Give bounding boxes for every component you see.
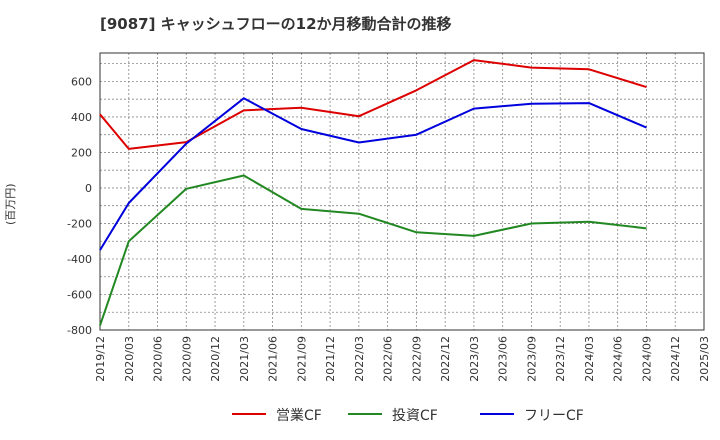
x-tick-label: 2020/12: [209, 336, 222, 382]
y-tick-label: -800: [67, 324, 92, 337]
series-line-1: [99, 59, 647, 150]
x-tick-label: 2024/12: [669, 336, 682, 382]
series-line-3: [99, 97, 647, 251]
y-tick-label: 0: [85, 182, 92, 195]
x-tick-label: 2022/12: [439, 336, 452, 382]
x-tick-label: 2024/03: [583, 336, 596, 382]
y-tick-label: -600: [67, 288, 92, 301]
x-tick-label: 2022/06: [382, 336, 395, 382]
x-tick-label: 2022/09: [410, 336, 423, 382]
x-tick-label: 2024/09: [640, 336, 653, 382]
y-tick-label: 200: [71, 146, 92, 159]
plot-area: [100, 53, 704, 330]
x-tick-label: 2019/12: [94, 336, 107, 382]
x-tick-label: 2025/03: [698, 336, 711, 382]
x-tick-label: 2023/09: [525, 336, 538, 382]
x-tick-label: 2022/03: [353, 336, 366, 382]
x-tick-label: 2021/03: [238, 336, 251, 382]
x-tick-label: 2020/03: [123, 336, 136, 382]
chart-title: [9087] キャッシュフローの12か月移動合計の推移: [100, 15, 452, 33]
x-tick-label: 2023/03: [468, 336, 481, 382]
x-tick-label: 2021/06: [267, 336, 280, 382]
x-tick-label: 2023/12: [554, 336, 567, 382]
series-line-2: [99, 174, 647, 326]
x-tick-label: 2020/06: [152, 336, 165, 382]
y-tick-label: -200: [67, 217, 92, 230]
y-tick-label: -400: [67, 253, 92, 266]
plot-frame: [99, 52, 705, 331]
x-tick-label: 2020/09: [180, 336, 193, 382]
legend-label-2: 投資CF: [392, 408, 438, 424]
x-tick-label: 2023/06: [497, 336, 510, 382]
y-tick-label: 600: [71, 75, 92, 88]
legend-label-3: フリーCF: [524, 408, 584, 424]
y-tick-label: 400: [71, 111, 92, 124]
x-tick-label: 2021/12: [324, 336, 337, 382]
x-tick-label: 2021/09: [295, 336, 308, 382]
legend-label-1: 営業CF: [276, 408, 322, 424]
x-tick-label: 2024/06: [612, 336, 625, 382]
